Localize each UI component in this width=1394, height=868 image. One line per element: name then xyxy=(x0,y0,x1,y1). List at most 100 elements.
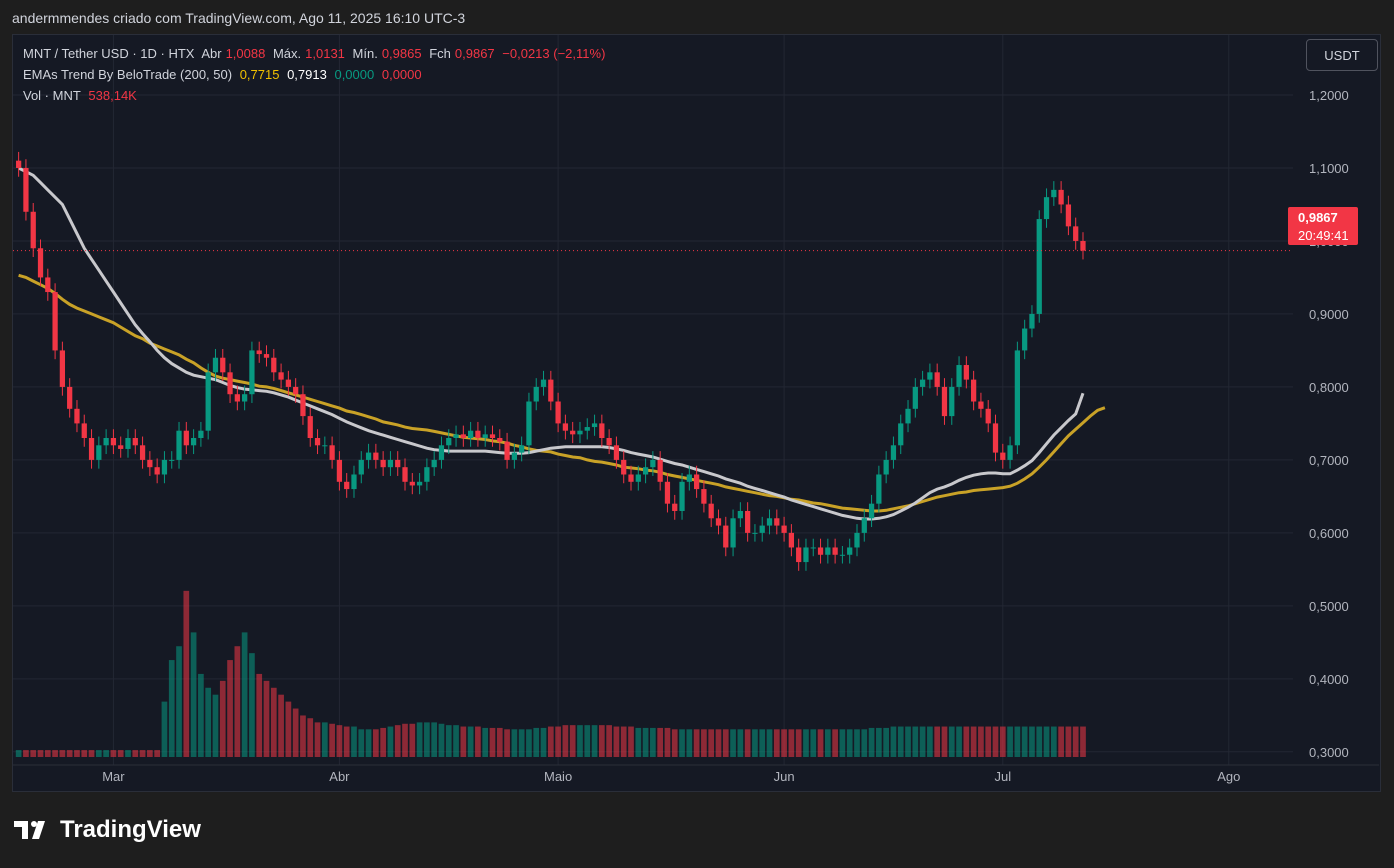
candle-body xyxy=(956,365,962,387)
y-tick-label: 0,8000 xyxy=(1309,380,1349,395)
volume-bar xyxy=(380,727,386,757)
candle-body xyxy=(519,445,525,453)
volume-bar xyxy=(343,726,350,757)
candle-body xyxy=(482,434,488,439)
volume-bar xyxy=(365,729,372,757)
candle-body xyxy=(409,481,415,486)
volume-bar xyxy=(1007,726,1013,757)
volume-bar xyxy=(270,687,277,757)
volume-bar xyxy=(941,726,948,757)
candle-body xyxy=(285,379,291,387)
volume-bar xyxy=(599,725,605,757)
candle-body xyxy=(796,547,802,563)
y-tick-label: 0,6000 xyxy=(1309,526,1349,541)
candle-body xyxy=(190,438,197,446)
volume-bar xyxy=(147,750,153,757)
candle-body xyxy=(883,459,889,475)
candle-body xyxy=(511,452,517,460)
tradingview-logo-icon xyxy=(14,821,45,839)
candle-body xyxy=(460,434,466,439)
candle-body xyxy=(497,438,503,442)
y-tick-label: 0,9000 xyxy=(1309,307,1349,322)
candle-body xyxy=(606,438,612,446)
legend-high-value: 1,0131 xyxy=(305,46,345,61)
candle-body xyxy=(416,481,423,486)
candle-body xyxy=(1007,445,1013,460)
candle-body xyxy=(825,547,831,555)
volume-bar xyxy=(737,729,744,757)
candle-body xyxy=(1065,204,1072,227)
volume-bar xyxy=(861,729,868,757)
indicator-legend[interactable]: EMAs Trend By BeloTrade (200, 50) 0,7715… xyxy=(23,67,426,82)
volume-bar xyxy=(642,727,649,757)
volume-bar xyxy=(256,673,263,757)
volume-bar xyxy=(817,729,824,757)
volume-bar xyxy=(956,726,962,757)
volume-bar xyxy=(475,726,481,757)
candle-body xyxy=(737,510,743,519)
volume-bar xyxy=(518,729,525,757)
quote-currency-button[interactable]: USDT xyxy=(1306,39,1378,71)
volume-bar xyxy=(205,687,212,757)
volume-bar xyxy=(292,708,299,757)
volume-bar xyxy=(890,726,897,757)
candle-body xyxy=(395,459,401,468)
candle-body xyxy=(912,386,918,409)
tradingview-brand[interactable]: TradingView xyxy=(14,816,201,844)
candle-body xyxy=(591,423,598,428)
candle-body xyxy=(1051,189,1057,198)
candle-body xyxy=(898,423,904,446)
indicator-value-4: 0,0000 xyxy=(381,67,422,82)
price-chart[interactable]: 1,20001,10001,00000,90000,80000,70000,60… xyxy=(13,35,1380,791)
y-tick-label: 1,1000 xyxy=(1309,161,1349,176)
volume-bar xyxy=(744,729,751,757)
volume-bar xyxy=(358,729,365,757)
candle-body xyxy=(781,525,787,533)
volume-bar xyxy=(59,750,66,757)
candle-body xyxy=(227,372,233,395)
candle-body xyxy=(978,401,984,409)
candle-body xyxy=(562,423,569,431)
volume-bar xyxy=(781,729,787,757)
volume-bar xyxy=(212,694,219,757)
volume-legend[interactable]: Vol · MNT 538,14K xyxy=(23,88,141,103)
volume-bar xyxy=(846,729,853,757)
candle-body xyxy=(358,459,364,475)
candle-body xyxy=(468,430,474,439)
chart-frame[interactable]: 1,20001,10001,00000,90000,80000,70000,60… xyxy=(12,34,1381,792)
y-tick-label: 0,5000 xyxy=(1309,599,1349,614)
volume-bar xyxy=(795,729,802,757)
legend-open-value: 1,0088 xyxy=(225,46,266,61)
candle-body xyxy=(832,547,838,555)
volume-bar xyxy=(686,729,693,757)
candle-body xyxy=(679,481,685,511)
candle-body xyxy=(110,438,117,446)
candle-body xyxy=(402,467,408,482)
volume-bar xyxy=(919,726,926,757)
candle-body xyxy=(453,434,459,439)
volume-bar xyxy=(482,727,489,757)
candle-body xyxy=(1000,452,1006,460)
candle-body xyxy=(96,445,102,460)
volume-bar xyxy=(373,729,379,757)
volume-bar xyxy=(219,680,226,757)
volume-bar xyxy=(810,729,817,757)
volume-bar xyxy=(285,701,292,757)
volume-bar xyxy=(1072,726,1079,757)
volume-bar xyxy=(278,694,284,757)
bar-countdown: 20:49:41 xyxy=(1298,228,1349,243)
volume-bar xyxy=(1036,726,1043,757)
symbol-legend[interactable]: MNT / Tether USD · 1D · HTX Abr 1,0088 Má… xyxy=(23,46,609,61)
last-price-value: 0,9867 xyxy=(1298,210,1338,225)
candle-body xyxy=(708,503,714,519)
volume-bar xyxy=(445,725,452,757)
legend-open-label: Abr xyxy=(201,46,222,61)
candle-body xyxy=(686,474,692,482)
candle-body xyxy=(715,518,722,526)
x-tick-label: Mar xyxy=(102,769,125,784)
volume-bar xyxy=(635,727,642,757)
candle-body xyxy=(657,459,663,482)
volume-bar xyxy=(628,726,634,757)
candle-body xyxy=(373,452,379,460)
volume-bar xyxy=(15,750,22,757)
